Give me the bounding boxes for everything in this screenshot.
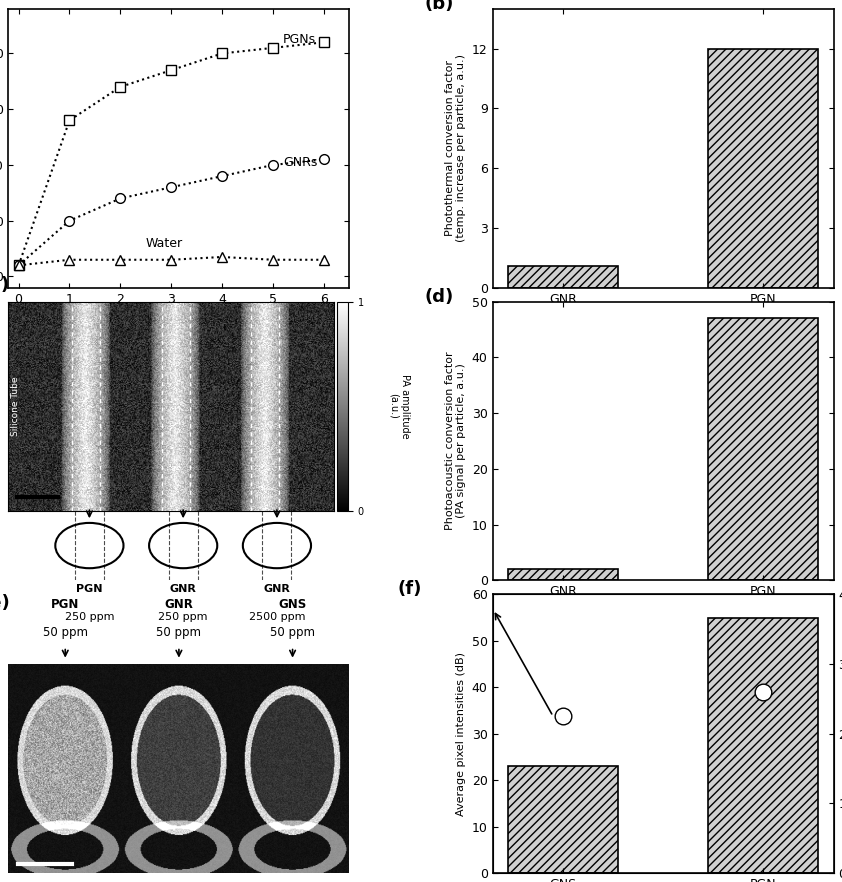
Text: 2500 ppm: 2500 ppm xyxy=(248,612,305,622)
Text: PGN: PGN xyxy=(51,598,79,611)
Bar xyxy=(508,569,618,580)
Y-axis label: Photoacoustic conversion factor
(PA signal per particle, a.u.): Photoacoustic conversion factor (PA sign… xyxy=(445,352,466,530)
Text: 250 ppm: 250 ppm xyxy=(65,612,115,622)
Y-axis label: Photothermal conversion factor
(temp. increase per particle, a.u.): Photothermal conversion factor (temp. in… xyxy=(445,54,466,243)
Text: 50 ppm: 50 ppm xyxy=(43,625,88,639)
Y-axis label: Average pixel intensities (dB): Average pixel intensities (dB) xyxy=(456,652,466,816)
Bar xyxy=(508,265,618,288)
Text: (c): (c) xyxy=(0,276,9,295)
Text: (b): (b) xyxy=(424,0,454,13)
Text: 50 ppm: 50 ppm xyxy=(270,625,315,639)
Bar xyxy=(508,766,618,873)
Text: Silicone Tube: Silicone Tube xyxy=(11,377,20,437)
Y-axis label: PA amplitude
(a.u.): PA amplitude (a.u.) xyxy=(389,374,410,438)
Text: PGNs: PGNs xyxy=(283,33,317,46)
Text: GNR: GNR xyxy=(164,598,194,611)
Bar xyxy=(708,318,818,580)
Text: GNR: GNR xyxy=(264,584,290,594)
Text: 50 ppm: 50 ppm xyxy=(157,625,201,639)
Text: (d): (d) xyxy=(424,288,454,306)
Text: GNR: GNR xyxy=(170,584,197,594)
Text: GNS: GNS xyxy=(279,598,306,611)
Bar xyxy=(708,49,818,288)
Text: 250 ppm: 250 ppm xyxy=(158,612,208,622)
X-axis label: Time (min): Time (min) xyxy=(145,311,213,324)
Text: (e): (e) xyxy=(0,594,10,612)
Text: (f): (f) xyxy=(397,580,422,598)
Text: PGN: PGN xyxy=(76,584,103,594)
Text: GNRs: GNRs xyxy=(283,156,317,168)
Bar xyxy=(708,617,818,873)
Text: Water: Water xyxy=(146,236,183,250)
